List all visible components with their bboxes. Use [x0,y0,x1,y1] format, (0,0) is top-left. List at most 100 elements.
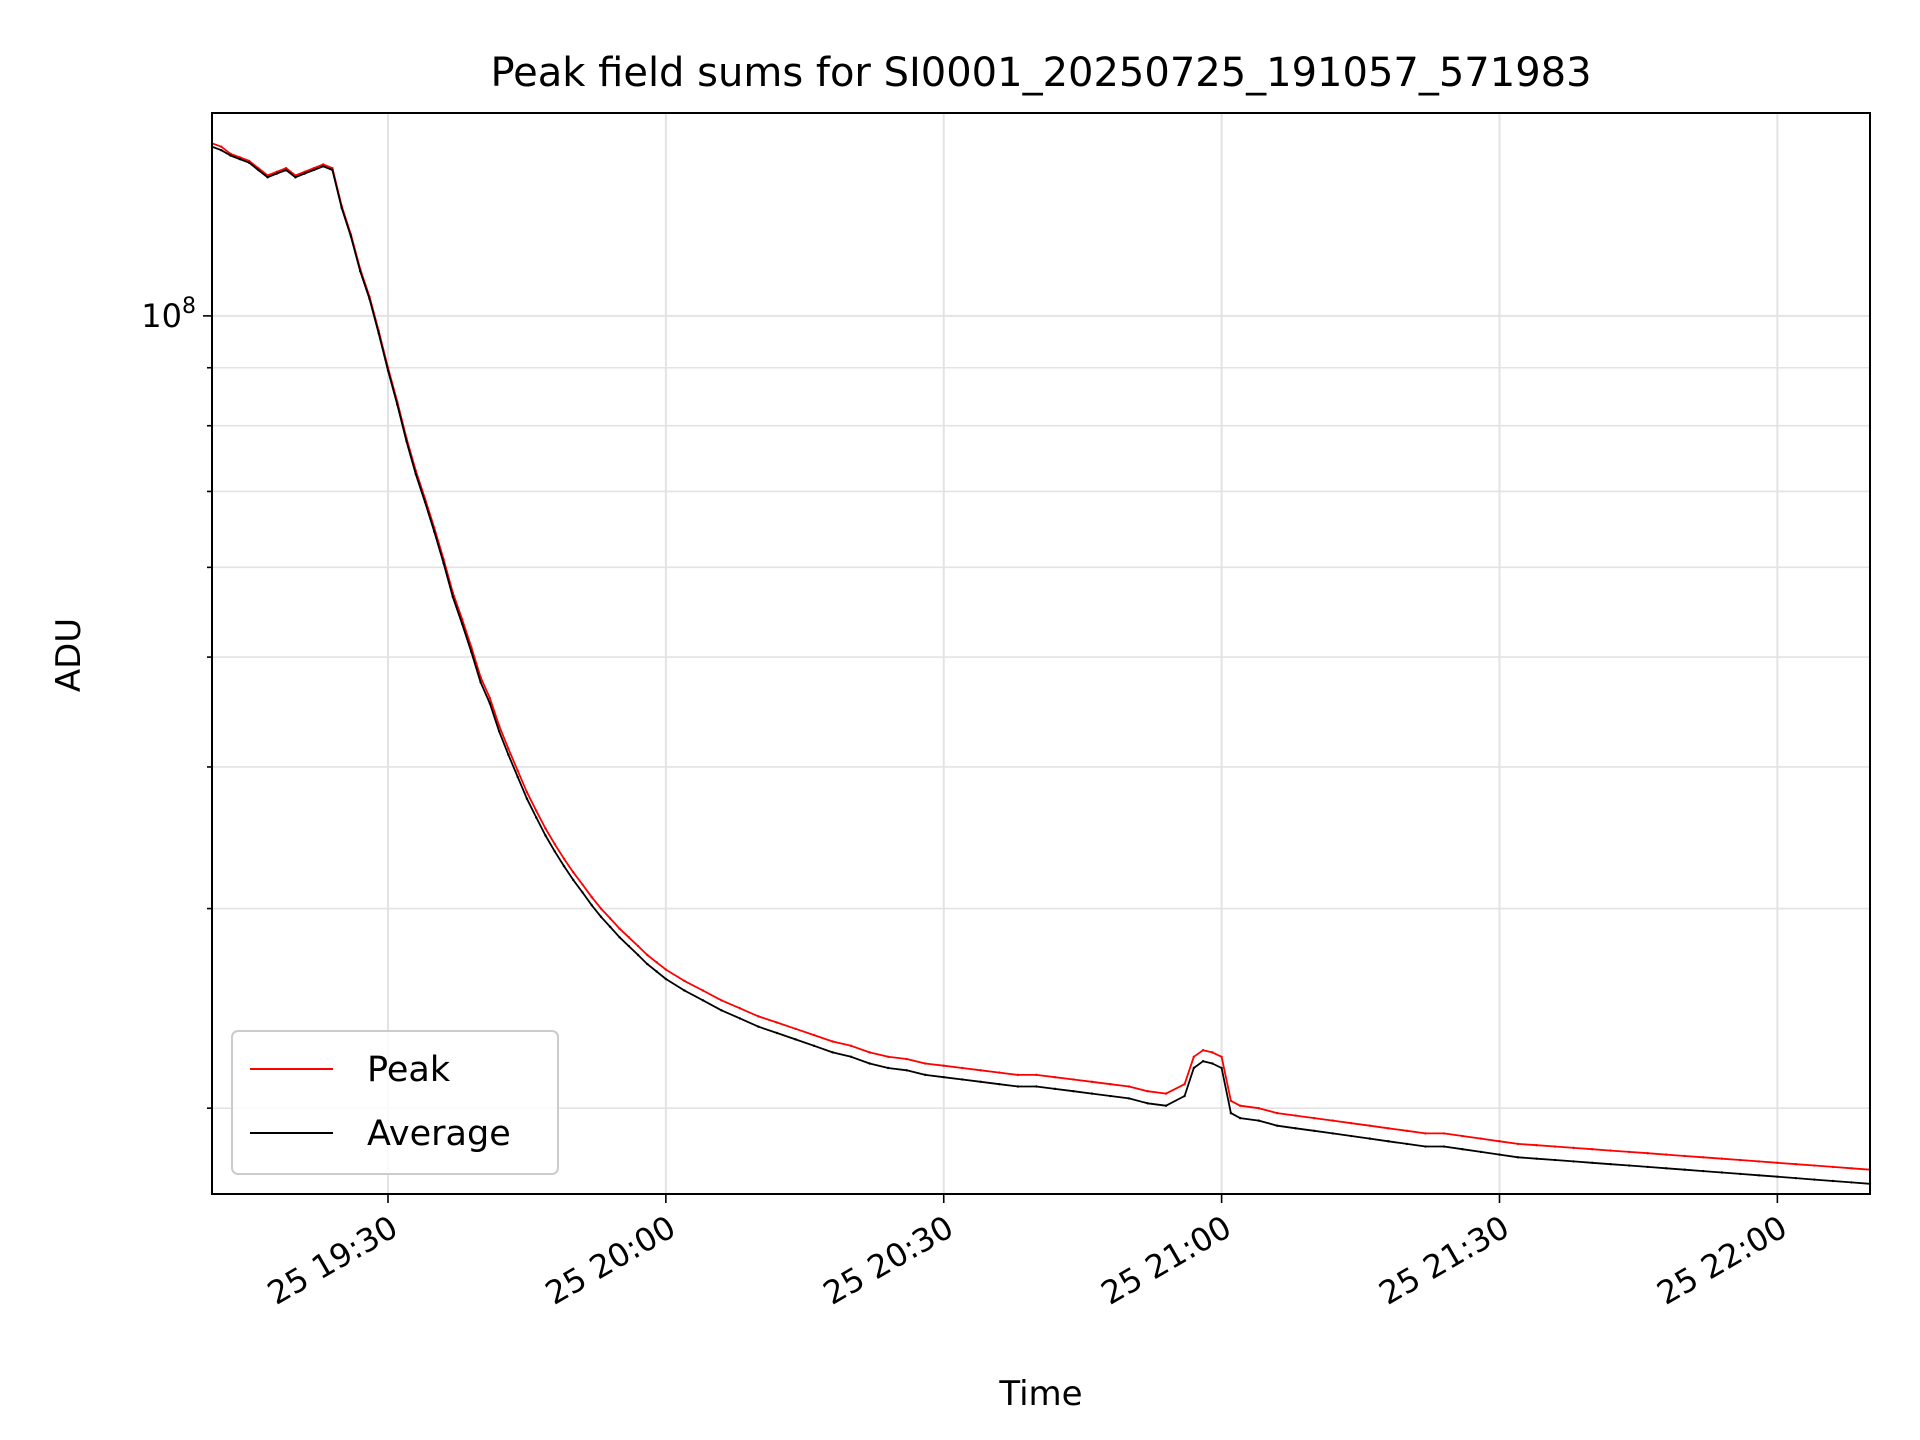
data-point-average [544,834,547,837]
legend: Peak Average [231,1030,559,1175]
series-points-average [210,145,1872,1186]
data-point-peak [1257,1106,1260,1110]
data-point-average [294,176,297,179]
data-point-average [1192,1066,1196,1070]
data-point-peak [1442,1132,1446,1135]
data-point-average [1350,1134,1353,1138]
data-point-peak [516,769,519,772]
data-point-average [1331,1132,1334,1135]
data-point-peak [1720,1157,1723,1160]
data-point-peak [1331,1119,1334,1122]
data-point-peak [544,827,547,830]
data-point-peak [1516,1142,1520,1146]
data-point-average [683,989,686,992]
data-point-peak [720,999,723,1002]
data-point-average [590,904,593,907]
data-point-peak [321,163,325,166]
data-point-peak [1146,1090,1149,1093]
y-axis-label: ADU [49,618,89,692]
data-point-average [1702,1169,1705,1173]
data-point-average [266,176,269,179]
data-point-peak [525,790,529,794]
data-point-peak [1646,1152,1649,1155]
data-point-peak [1702,1156,1705,1159]
data-point-average [1850,1181,1853,1184]
data-point-average [1109,1094,1112,1098]
data-point-peak [331,166,334,170]
data-point-average [1313,1129,1316,1133]
data-point-average [1609,1162,1612,1166]
data-point-average [470,650,473,654]
data-point-peak [284,166,288,170]
data-point-peak [1627,1150,1631,1154]
data-point-average [359,269,362,273]
data-point-average [1683,1168,1686,1171]
data-point-peak [942,1064,945,1067]
data-point-average [349,235,353,238]
data-point-average [1794,1176,1798,1180]
data-point-average [220,149,223,152]
data-point-peak [831,1040,834,1043]
data-point-peak [220,145,223,148]
data-point-peak [1211,1051,1214,1054]
data-point-average [1442,1145,1446,1148]
data-point-average [405,440,408,443]
data-point-average [655,970,658,973]
data-point-average [701,999,705,1002]
data-point-average [284,168,288,172]
data-point-average [321,165,325,168]
data-point-average [396,403,399,406]
data-point-average [331,168,334,172]
data-point-average [257,168,260,172]
data-point-peak [1294,1114,1297,1117]
data-point-peak [1238,1104,1242,1107]
data-point-average [1294,1127,1297,1130]
data-point-peak [1776,1161,1779,1164]
data-point-average [340,206,343,210]
data-point-average [1757,1174,1761,1177]
data-point-average [1813,1178,1816,1181]
data-point-average [1275,1124,1279,1127]
data-point-peak [627,936,631,939]
data-point-peak [507,747,510,751]
data-point-average [414,472,417,476]
data-point-peak [683,979,686,983]
data-point-average [794,1038,797,1041]
data-point-average [303,172,306,175]
data-point-peak [1683,1154,1686,1158]
data-point-peak [794,1027,797,1030]
data-point-average [1146,1102,1149,1105]
data-point-average [562,864,566,868]
data-point-average [1535,1157,1538,1160]
data-point-peak [1183,1082,1186,1086]
data-point-average [720,1009,723,1012]
data-point-average [488,702,492,705]
data-point-average [1553,1158,1557,1162]
data-point-peak [1350,1121,1353,1125]
data-point-peak [1109,1082,1112,1086]
data-point-average [1739,1172,1742,1176]
series-points-peak [210,142,1872,1171]
data-point-average [775,1031,779,1035]
data-point-peak [1665,1153,1668,1156]
data-point-average [423,500,427,504]
data-point-average [312,168,316,172]
series-line-average [211,145,1871,1185]
data-point-average [831,1051,834,1054]
data-point-average [1405,1142,1409,1146]
data-point-peak [590,896,593,899]
data-point-average [1229,1111,1233,1115]
data-point-peak [738,1007,742,1010]
data-point-peak [1553,1145,1557,1148]
data-point-average [507,753,510,756]
data-point-peak [1368,1124,1372,1127]
data-point-average [1016,1085,1020,1088]
data-point-peak [1192,1055,1196,1058]
data-point-average [1831,1179,1835,1183]
data-point-average [1646,1165,1649,1169]
data-point-peak [868,1051,871,1054]
data-point-average [238,157,241,161]
data-point-peak [1127,1085,1131,1088]
data-point-average [1238,1116,1242,1120]
